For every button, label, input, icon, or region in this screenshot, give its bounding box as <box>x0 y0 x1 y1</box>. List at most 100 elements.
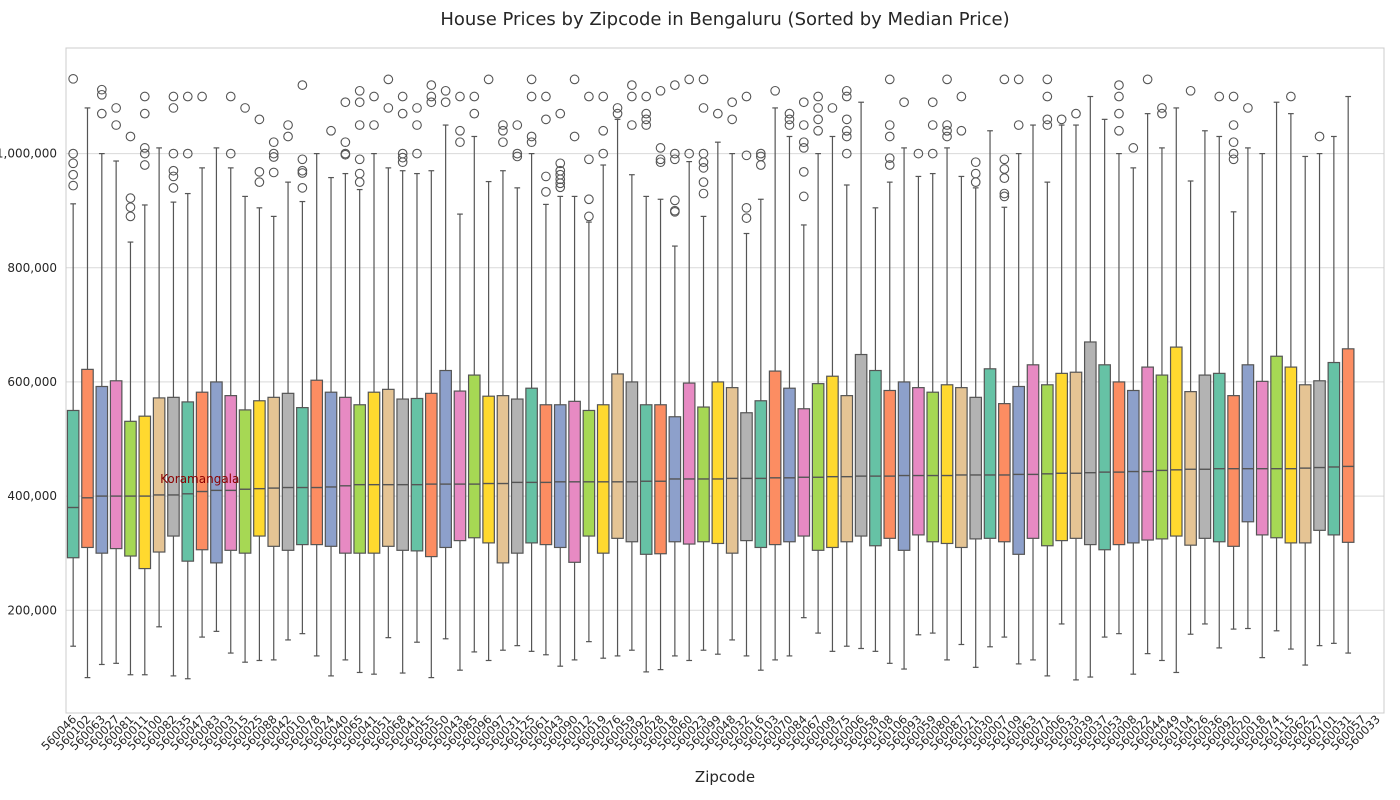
box-560041 <box>367 91 381 675</box>
outlier-point <box>641 120 652 130</box>
box-560102 <box>81 107 94 679</box>
iqr-box <box>711 381 725 545</box>
y-tick-label: 200,000 <box>7 603 57 617</box>
outlier-point <box>512 120 523 130</box>
iqr-box <box>1155 374 1169 540</box>
iqr-box <box>539 404 553 546</box>
box-560043 <box>553 108 567 667</box>
outlier-point <box>698 74 709 85</box>
outlier-point <box>412 148 422 159</box>
outlier-point <box>555 169 566 180</box>
box-560104 <box>1184 85 1197 635</box>
outlier-point <box>956 91 967 102</box>
outlier-point <box>798 167 809 177</box>
outlier-point <box>297 182 308 193</box>
outlier-point <box>369 91 379 102</box>
outlier-point <box>698 163 709 173</box>
outlier-point <box>927 120 938 130</box>
iqr-box <box>1270 355 1283 539</box>
outlier-point <box>455 125 465 136</box>
outlier-point <box>498 120 508 130</box>
iqr-box <box>1341 348 1355 543</box>
box-560027 <box>1313 131 1326 647</box>
outlier-point <box>512 151 523 162</box>
outlier-point <box>927 97 938 108</box>
outlier-point <box>841 148 852 159</box>
box-560031 <box>1341 95 1355 654</box>
iqr-box <box>754 400 768 549</box>
outlier-point <box>1128 143 1139 153</box>
box-560097 <box>496 120 510 651</box>
outlier-point <box>1185 85 1196 96</box>
outlier-point <box>970 177 981 187</box>
outlier-point <box>598 125 609 136</box>
outlier-point <box>369 120 379 130</box>
outlier-point <box>1243 103 1253 113</box>
box-560028 <box>654 85 667 671</box>
outlier-point <box>698 188 709 199</box>
outlier-point <box>555 182 566 193</box>
box-560040 <box>339 97 352 661</box>
box-560085 <box>467 91 481 653</box>
box-560070 <box>783 108 796 657</box>
outlier-point <box>383 103 394 113</box>
outlier-point <box>755 151 766 162</box>
outlier-point <box>96 84 107 95</box>
box-560007 <box>998 74 1011 638</box>
outlier-point <box>1114 91 1124 102</box>
iqr-box <box>238 409 252 554</box>
iqr-box <box>740 412 753 542</box>
box-560027 <box>109 103 123 664</box>
outlier-point <box>125 131 136 142</box>
box-560108 <box>883 74 897 664</box>
annotation-koramangala: Koramangala <box>160 472 239 486</box>
outlier-point <box>1114 125 1124 136</box>
outlier-point <box>641 114 652 125</box>
box-560019 <box>596 91 610 659</box>
box-560039 <box>1083 95 1097 678</box>
outlier-point <box>68 73 79 84</box>
iqr-box <box>1083 341 1097 546</box>
outlier-point <box>1214 91 1225 102</box>
outlier-point <box>999 191 1010 202</box>
outlier-point <box>297 154 308 165</box>
plot-frame <box>65 47 1385 714</box>
iqr-box <box>1241 364 1255 523</box>
iqr-box <box>253 400 266 537</box>
iqr-box <box>467 374 481 539</box>
iqr-box <box>826 375 839 549</box>
outlier-point <box>1013 74 1024 85</box>
outlier-point <box>784 120 795 130</box>
iqr-box <box>224 395 238 551</box>
box-560109 <box>1012 74 1026 665</box>
outlier-point <box>627 91 637 102</box>
box-560059 <box>926 97 940 634</box>
outlier-point <box>455 137 465 148</box>
box-560059 <box>625 80 639 651</box>
outlier-point <box>96 89 107 100</box>
box-560016 <box>754 148 768 671</box>
box-560035 <box>181 91 195 680</box>
iqr-box <box>367 391 381 554</box>
box-560024 <box>324 125 338 677</box>
outlier-point <box>68 180 79 191</box>
box-560042 <box>281 120 295 641</box>
outlier-point <box>268 152 279 162</box>
iqr-box <box>1012 385 1026 555</box>
outlier-point <box>197 91 207 102</box>
outlier-point <box>612 103 623 113</box>
box-560003 <box>224 91 238 654</box>
outlier-point <box>942 131 952 142</box>
outlier-point <box>125 202 136 213</box>
iqr-box <box>983 368 997 539</box>
box-560076 <box>611 103 624 657</box>
box-560092 <box>639 91 653 673</box>
box-560080 <box>940 74 954 661</box>
outlier-point <box>684 74 695 85</box>
outlier-point <box>627 80 637 90</box>
iqr-box <box>267 396 281 547</box>
box-560015 <box>238 103 252 663</box>
outlier-point <box>670 205 680 216</box>
outlier-point <box>354 120 365 130</box>
outlier-point <box>526 137 537 148</box>
